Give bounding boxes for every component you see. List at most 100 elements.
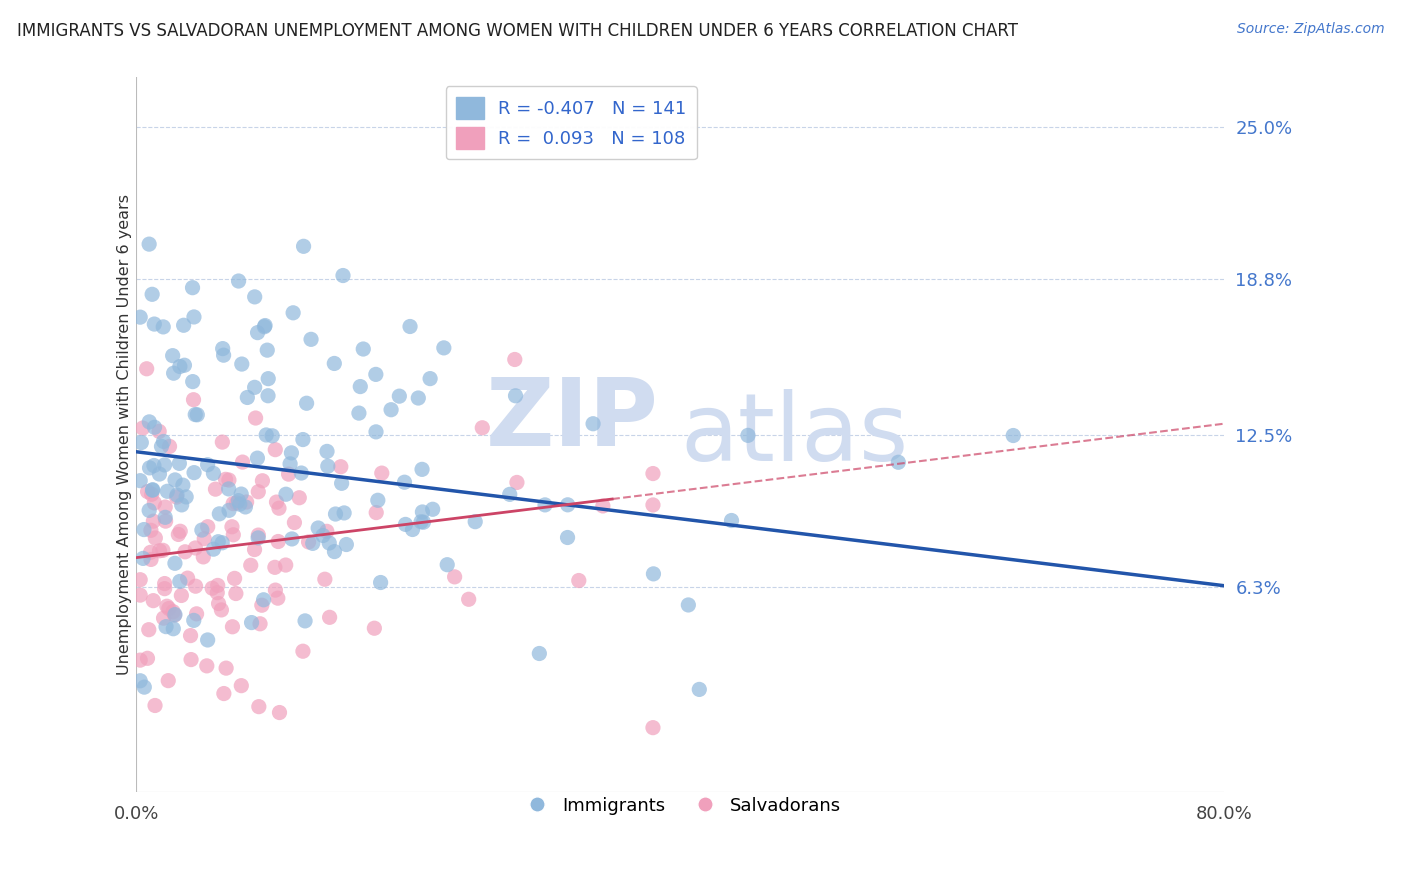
Point bbox=[247, 531, 270, 545]
Point bbox=[141, 483, 163, 497]
Point bbox=[139, 545, 162, 559]
Point bbox=[169, 524, 191, 539]
Point bbox=[274, 558, 297, 572]
Point bbox=[264, 442, 287, 457]
Point bbox=[235, 500, 257, 514]
Point bbox=[229, 497, 252, 511]
Point bbox=[288, 491, 311, 505]
Point bbox=[141, 487, 163, 501]
Point bbox=[222, 528, 245, 542]
Point bbox=[436, 558, 458, 572]
Y-axis label: Unemployment Among Women with Children Under 6 years: Unemployment Among Women with Children U… bbox=[118, 194, 132, 675]
Point bbox=[155, 620, 177, 634]
Point bbox=[172, 478, 194, 492]
Point bbox=[221, 620, 243, 634]
Point bbox=[148, 467, 170, 481]
Point bbox=[162, 605, 184, 619]
Point bbox=[186, 408, 208, 422]
Point bbox=[181, 281, 204, 295]
Point bbox=[291, 433, 314, 447]
Legend: Immigrants, Salvadorans: Immigrants, Salvadorans bbox=[512, 789, 849, 822]
Point bbox=[169, 574, 191, 589]
Point bbox=[214, 472, 236, 486]
Point bbox=[155, 500, 177, 514]
Point bbox=[412, 515, 434, 529]
Point bbox=[457, 592, 479, 607]
Point bbox=[231, 487, 253, 501]
Point bbox=[471, 421, 494, 435]
Point bbox=[155, 514, 177, 528]
Point bbox=[250, 599, 273, 613]
Point bbox=[1002, 428, 1025, 442]
Point bbox=[170, 589, 193, 603]
Point bbox=[129, 588, 152, 602]
Point bbox=[443, 570, 465, 584]
Point bbox=[411, 505, 433, 519]
Point bbox=[224, 571, 246, 585]
Point bbox=[195, 658, 218, 673]
Point bbox=[641, 498, 664, 512]
Point bbox=[173, 358, 195, 372]
Point bbox=[142, 514, 165, 528]
Point bbox=[180, 629, 202, 643]
Point bbox=[129, 474, 152, 488]
Point bbox=[568, 574, 591, 588]
Point bbox=[156, 484, 179, 499]
Point bbox=[364, 368, 387, 382]
Point bbox=[152, 611, 174, 625]
Point bbox=[163, 607, 186, 622]
Point bbox=[184, 541, 207, 555]
Point bbox=[228, 274, 250, 288]
Point bbox=[506, 475, 529, 490]
Point bbox=[138, 415, 160, 429]
Point bbox=[246, 326, 269, 340]
Point bbox=[370, 575, 392, 590]
Point bbox=[315, 524, 337, 539]
Point bbox=[557, 531, 579, 545]
Point bbox=[143, 531, 166, 545]
Point bbox=[281, 306, 304, 320]
Point bbox=[292, 239, 315, 253]
Point bbox=[323, 356, 346, 370]
Point bbox=[277, 467, 299, 482]
Point bbox=[150, 439, 173, 453]
Text: ZIP: ZIP bbox=[485, 375, 658, 467]
Point bbox=[183, 614, 205, 628]
Point bbox=[257, 389, 280, 403]
Point bbox=[283, 516, 305, 530]
Point bbox=[174, 490, 197, 504]
Point bbox=[169, 359, 191, 374]
Point bbox=[294, 614, 316, 628]
Point bbox=[246, 451, 269, 466]
Point bbox=[208, 507, 231, 521]
Point bbox=[394, 517, 416, 532]
Point bbox=[218, 503, 240, 517]
Point bbox=[166, 488, 188, 502]
Point bbox=[409, 515, 432, 529]
Point bbox=[332, 268, 354, 283]
Text: atlas: atlas bbox=[681, 389, 908, 481]
Point bbox=[643, 566, 665, 581]
Point bbox=[176, 571, 198, 585]
Point bbox=[301, 536, 323, 550]
Point bbox=[264, 560, 287, 574]
Point bbox=[367, 493, 389, 508]
Point bbox=[225, 496, 247, 510]
Point bbox=[184, 408, 207, 422]
Point bbox=[211, 435, 233, 450]
Point bbox=[737, 428, 759, 442]
Point bbox=[231, 357, 253, 371]
Point bbox=[249, 616, 271, 631]
Point bbox=[411, 462, 433, 476]
Point bbox=[211, 536, 233, 550]
Point bbox=[363, 621, 385, 635]
Point bbox=[290, 466, 312, 480]
Point bbox=[148, 543, 170, 558]
Point bbox=[163, 473, 186, 487]
Point bbox=[207, 585, 229, 599]
Point bbox=[156, 599, 179, 614]
Point bbox=[254, 318, 277, 333]
Point bbox=[141, 287, 163, 301]
Point bbox=[152, 543, 174, 558]
Point bbox=[163, 607, 186, 622]
